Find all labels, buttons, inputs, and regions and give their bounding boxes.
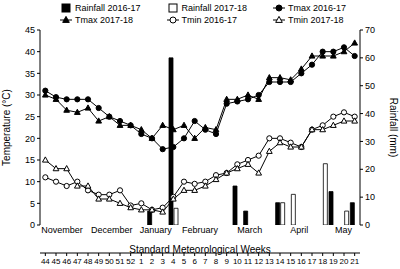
svg-text:Standard Meteorological Weeks: Standard Meteorological Weeks (129, 244, 271, 255)
svg-text:20: 20 (340, 257, 349, 266)
html-text:Tmin 2016-17: Tmin 2016-17 (181, 15, 238, 25)
svg-text:10: 10 (365, 192, 375, 202)
svg-text:1: 1 (139, 257, 144, 266)
svg-text:52: 52 (126, 257, 135, 266)
svg-text:10: 10 (25, 177, 35, 187)
svg-text:46: 46 (62, 257, 71, 266)
svg-text:4: 4 (171, 257, 176, 266)
svg-text:Temperature (°C): Temperature (°C) (8, 89, 12, 166)
svg-text:17: 17 (308, 257, 317, 266)
svg-text:49: 49 (94, 257, 103, 266)
svg-text:35: 35 (25, 69, 35, 79)
html-text:Tmax 2017-18: Tmax 2017-18 (75, 15, 133, 25)
svg-text:3: 3 (160, 257, 165, 266)
svg-text:50: 50 (105, 257, 114, 266)
svg-text:0: 0 (365, 220, 370, 230)
svg-text:20: 20 (25, 134, 35, 144)
svg-text:January: January (140, 225, 173, 235)
svg-text:30: 30 (25, 90, 35, 100)
svg-text:50: 50 (365, 81, 375, 91)
svg-text:5: 5 (182, 257, 187, 266)
svg-text:11: 11 (244, 257, 253, 266)
svg-text:18: 18 (318, 257, 327, 266)
svg-text:40: 40 (365, 109, 375, 119)
svg-text:45: 45 (52, 257, 61, 266)
svg-text:9: 9 (224, 257, 229, 266)
svg-text:8: 8 (214, 257, 219, 266)
svg-text:Rainfall (mm): Rainfall (mm) (388, 98, 392, 157)
svg-text:7: 7 (203, 257, 208, 266)
svg-text:May: May (335, 225, 353, 235)
svg-text:10: 10 (233, 257, 242, 266)
svg-text:30: 30 (365, 137, 375, 147)
svg-text:5: 5 (30, 199, 35, 209)
svg-text:12: 12 (254, 257, 263, 266)
svg-text:45: 45 (25, 25, 35, 35)
svg-text:21: 21 (350, 257, 359, 266)
svg-text:15: 15 (286, 257, 295, 266)
svg-text:13: 13 (265, 257, 274, 266)
svg-text:19: 19 (329, 257, 338, 266)
html-text:Rainfall 2017-18: Rainfall 2017-18 (181, 3, 248, 13)
html-text:Tmax 2016-17: Tmax 2016-17 (288, 3, 347, 13)
svg-text:14: 14 (276, 257, 285, 266)
svg-text:April: April (290, 225, 308, 235)
svg-text:51: 51 (116, 257, 125, 266)
svg-text:16: 16 (297, 257, 306, 266)
html-text:Rainfall 2016-17: Rainfall 2016-17 (75, 3, 141, 13)
svg-text:15: 15 (25, 155, 35, 165)
svg-text:48: 48 (84, 257, 93, 266)
svg-text:March: March (237, 225, 262, 235)
svg-text:20: 20 (365, 164, 375, 174)
svg-text:6: 6 (192, 257, 197, 266)
svg-text:40: 40 (25, 47, 35, 57)
svg-text:70: 70 (365, 25, 375, 35)
svg-text:47: 47 (73, 257, 82, 266)
svg-text:November: November (41, 225, 83, 235)
svg-text:60: 60 (365, 53, 375, 63)
svg-text:December: December (91, 225, 133, 235)
svg-text:25: 25 (25, 112, 35, 122)
svg-text:2: 2 (150, 257, 155, 266)
svg-text:February: February (182, 225, 219, 235)
svg-text:0: 0 (30, 220, 35, 230)
html-text:Tmin 2017-18: Tmin 2017-18 (288, 15, 344, 25)
svg-text:44: 44 (41, 257, 50, 266)
